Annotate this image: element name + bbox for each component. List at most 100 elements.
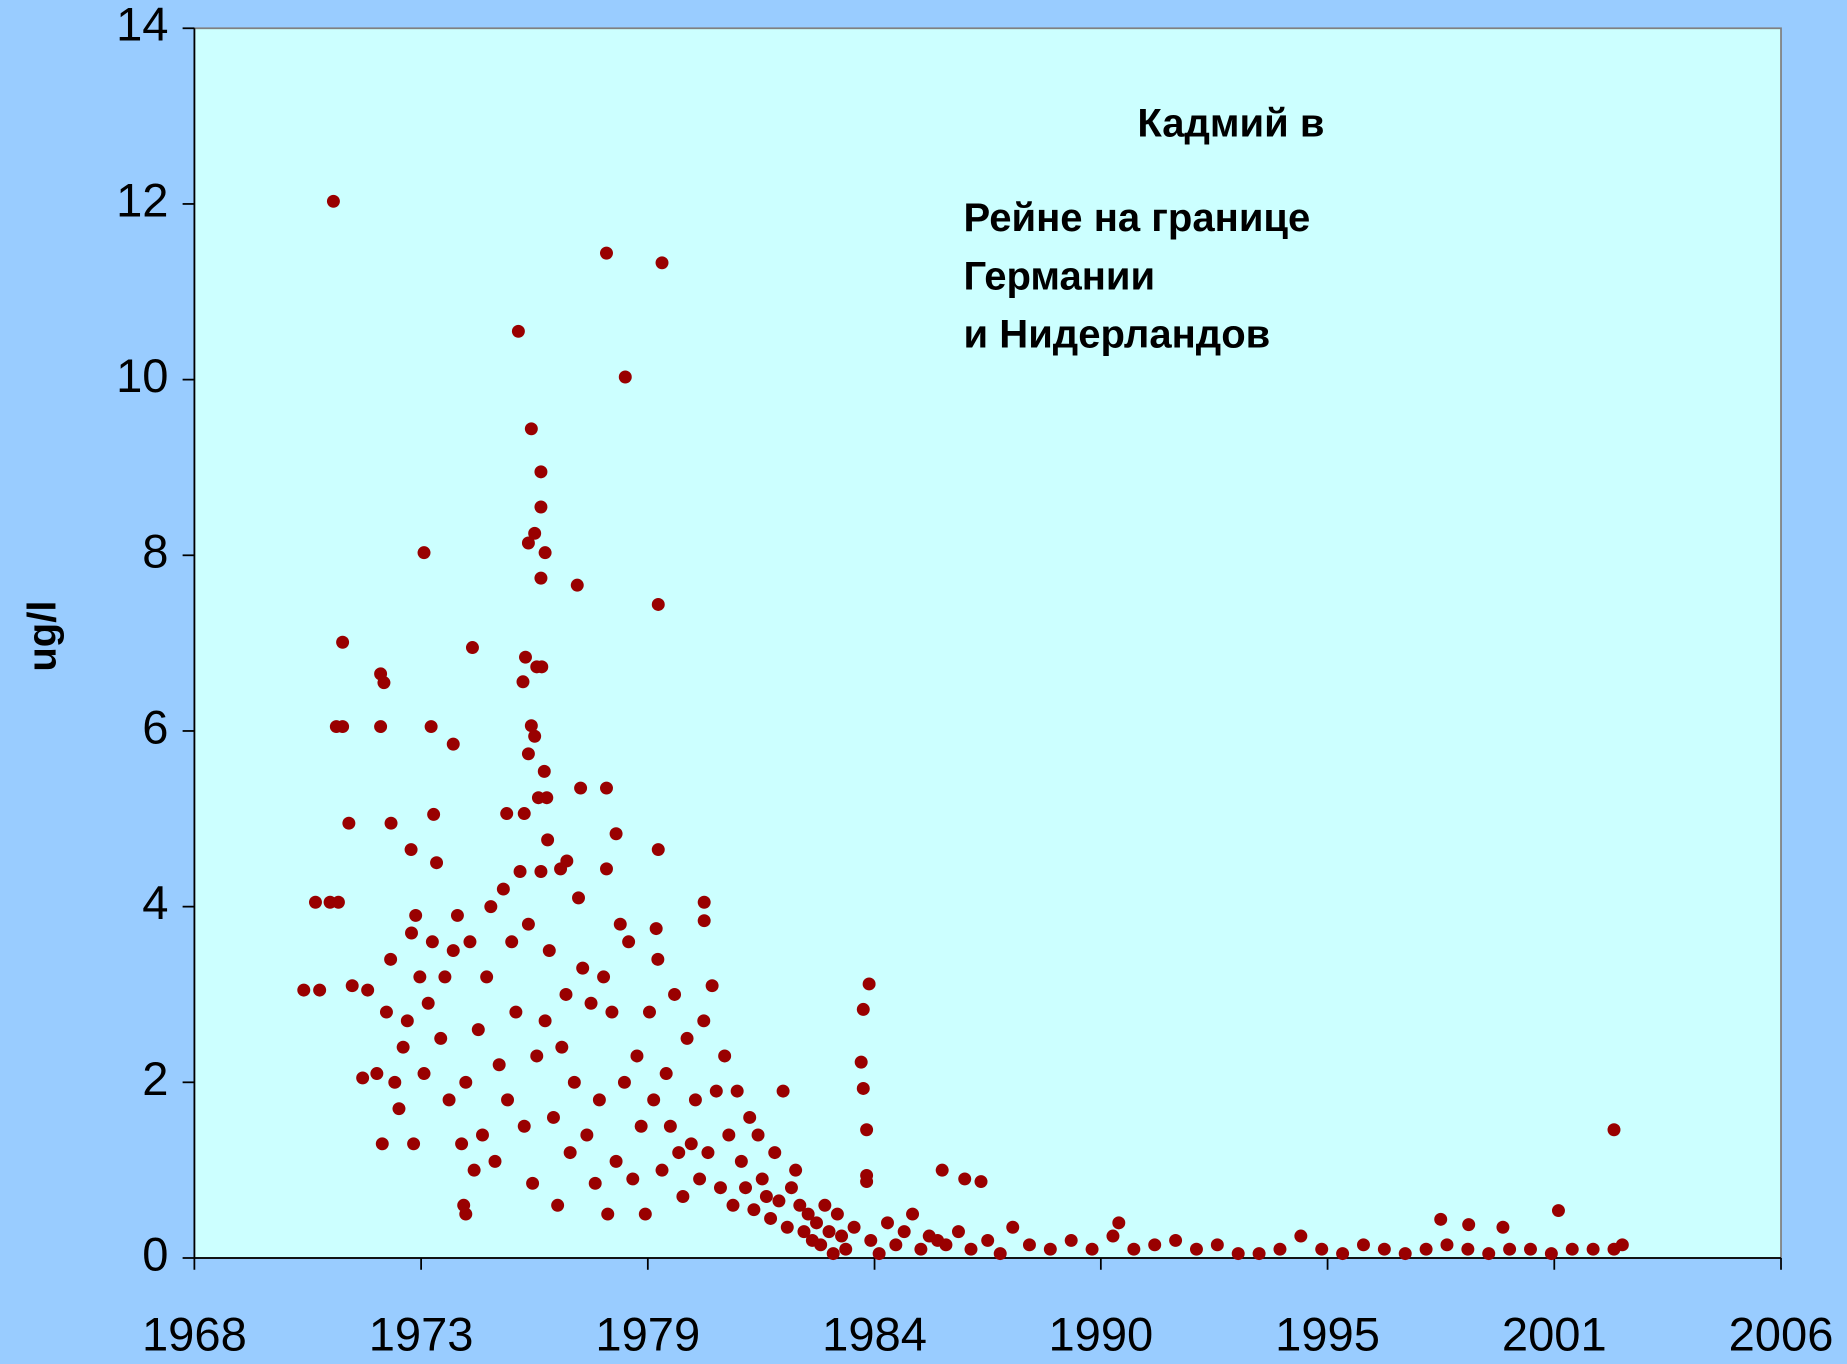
point — [1551, 1204, 1565, 1218]
point — [1189, 1242, 1203, 1256]
point — [651, 843, 665, 857]
point — [776, 1084, 790, 1098]
point — [601, 1207, 615, 1221]
point — [535, 660, 549, 674]
point — [356, 1071, 370, 1085]
point — [524, 422, 538, 436]
point — [1398, 1247, 1412, 1261]
point — [407, 1137, 421, 1151]
point — [1252, 1247, 1266, 1261]
point — [405, 926, 418, 940]
point — [417, 1067, 431, 1081]
point — [701, 1146, 715, 1160]
point — [377, 676, 391, 690]
point — [526, 1176, 540, 1190]
point — [1615, 1238, 1629, 1252]
point — [517, 1119, 531, 1133]
point — [572, 891, 585, 905]
point — [935, 1163, 949, 1177]
point — [622, 935, 636, 949]
point — [697, 914, 711, 928]
x-tick-label: 1968 — [142, 1308, 247, 1361]
point — [570, 578, 584, 592]
point — [993, 1247, 1007, 1261]
point — [600, 246, 613, 260]
point — [534, 571, 548, 585]
point — [1006, 1220, 1020, 1234]
point — [542, 944, 556, 958]
point — [521, 917, 535, 931]
point — [613, 917, 627, 931]
point — [534, 465, 548, 479]
point — [427, 807, 441, 821]
y-tick-label: 2 — [142, 1052, 168, 1105]
point — [1043, 1242, 1057, 1256]
point — [630, 1049, 644, 1063]
subtitle-line: и Нидерландов — [964, 312, 1271, 356]
point — [1231, 1247, 1245, 1261]
point — [1503, 1242, 1517, 1256]
point — [914, 1242, 928, 1256]
point — [580, 1128, 594, 1142]
point — [459, 1207, 473, 1221]
point — [638, 1207, 652, 1221]
point — [492, 1058, 506, 1072]
point — [872, 1247, 886, 1261]
point — [668, 987, 682, 1001]
point — [425, 935, 439, 949]
point — [655, 1163, 669, 1177]
point — [1544, 1247, 1558, 1261]
point — [1356, 1238, 1370, 1252]
point — [480, 970, 494, 984]
y-tick-label: 12 — [116, 173, 168, 226]
point — [718, 1049, 732, 1063]
point — [854, 1055, 868, 1069]
point — [730, 1084, 744, 1098]
point — [618, 370, 632, 384]
point — [567, 1075, 581, 1089]
point — [555, 1040, 569, 1054]
y-tick-label: 4 — [142, 876, 168, 929]
point — [1169, 1233, 1183, 1247]
point — [1419, 1242, 1433, 1256]
point — [830, 1207, 844, 1221]
point — [450, 908, 464, 922]
point — [743, 1110, 757, 1124]
point — [434, 1031, 448, 1045]
point — [517, 807, 531, 821]
y-tick-label: 6 — [142, 700, 168, 753]
point — [538, 1014, 552, 1028]
point — [856, 1002, 870, 1016]
point — [370, 1067, 384, 1081]
point — [1210, 1238, 1224, 1252]
point — [1434, 1212, 1448, 1226]
point — [388, 1075, 402, 1089]
point — [797, 1225, 811, 1239]
point — [455, 1137, 469, 1151]
point — [860, 1175, 874, 1189]
point — [336, 635, 350, 649]
point — [392, 1102, 406, 1116]
point — [705, 979, 719, 993]
point — [1524, 1242, 1537, 1256]
point — [521, 747, 535, 761]
point — [684, 1137, 698, 1151]
point — [297, 983, 311, 997]
point — [759, 1190, 773, 1203]
point — [442, 1093, 456, 1107]
point — [528, 729, 542, 743]
point — [617, 1075, 631, 1089]
point — [521, 536, 535, 550]
point — [538, 546, 552, 560]
point — [336, 720, 350, 734]
point — [326, 194, 340, 208]
point — [528, 526, 542, 540]
point — [889, 1238, 903, 1252]
point — [647, 1093, 661, 1107]
point — [530, 1049, 544, 1063]
x-tick-label: 1984 — [822, 1308, 927, 1361]
point — [534, 500, 548, 514]
point — [626, 1172, 640, 1186]
point — [974, 1175, 988, 1189]
point — [697, 1014, 711, 1028]
